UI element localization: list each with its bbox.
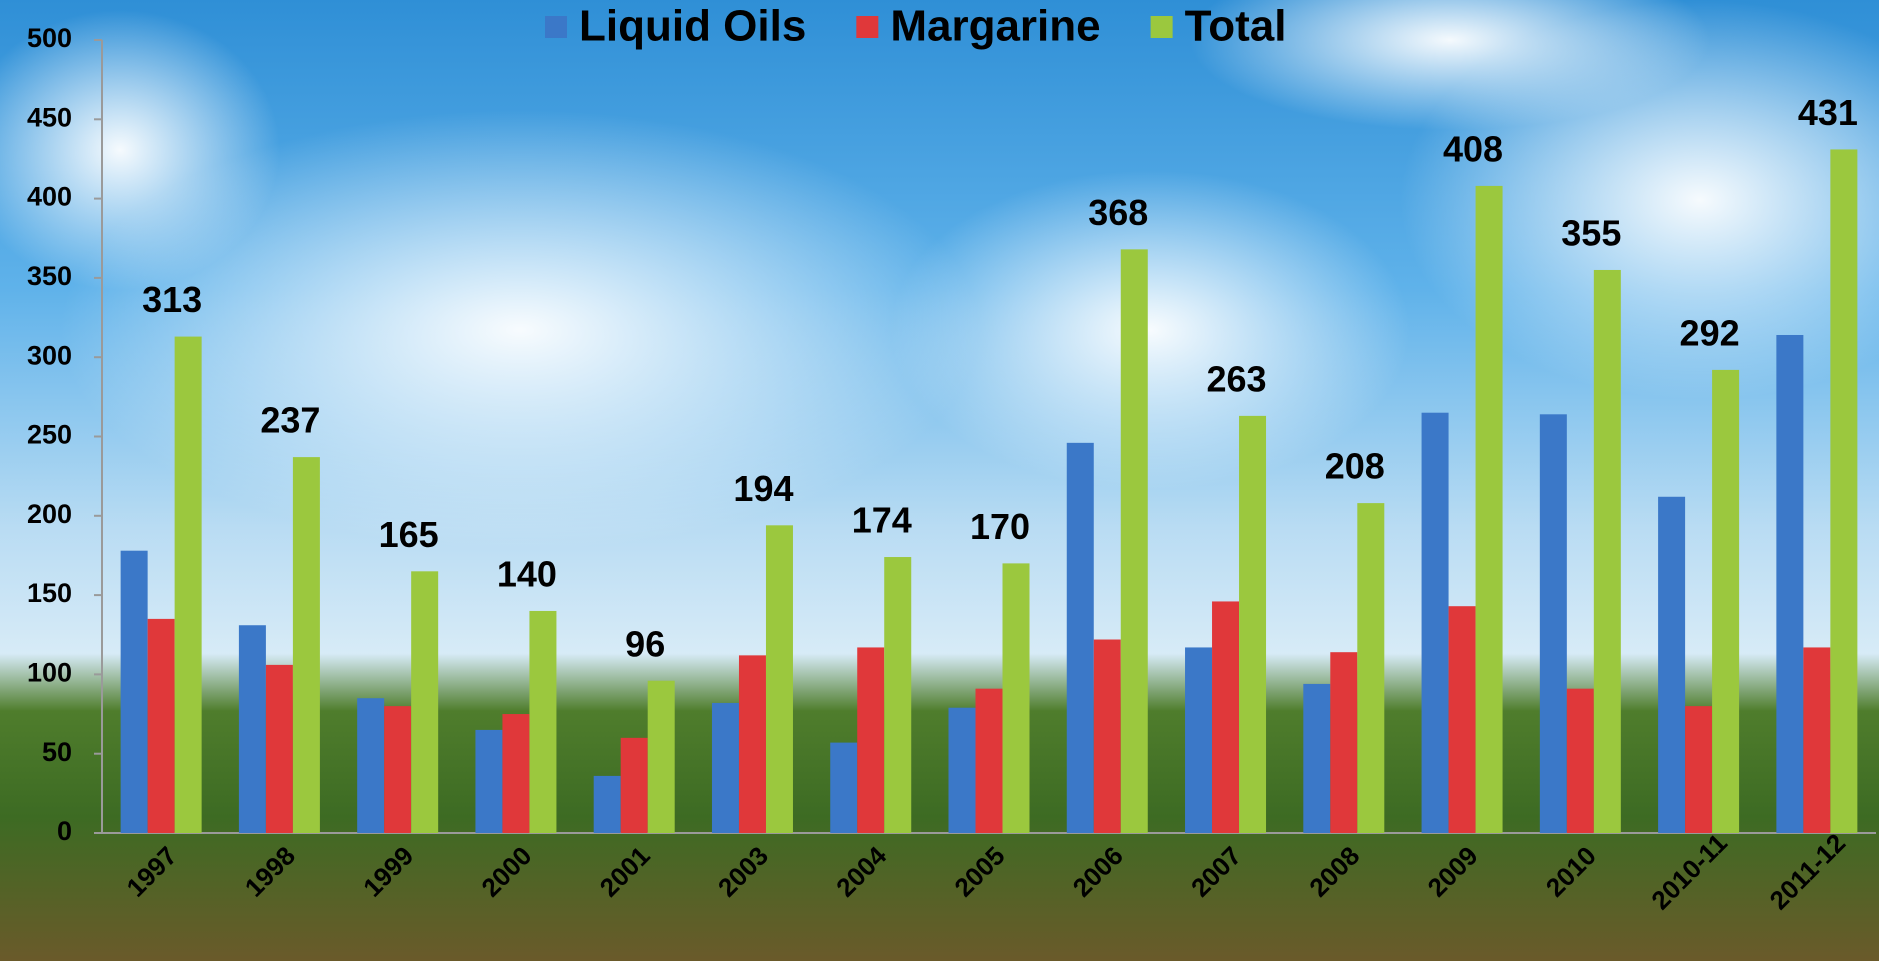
bar xyxy=(292,457,320,833)
data-label: 408 xyxy=(1443,128,1503,169)
bar xyxy=(1002,563,1030,833)
bar xyxy=(1421,412,1449,833)
bar xyxy=(1566,688,1594,833)
clouds xyxy=(0,0,1879,550)
bar xyxy=(1185,647,1213,833)
x-tick-label: 2010 xyxy=(1540,840,1602,902)
bar xyxy=(857,647,885,833)
bar xyxy=(1212,601,1240,833)
bar xyxy=(711,702,739,833)
data-label: 237 xyxy=(260,400,320,441)
bar xyxy=(475,729,503,833)
bar xyxy=(384,706,412,833)
bar xyxy=(1776,334,1804,833)
bar xyxy=(1830,149,1858,833)
bar xyxy=(1658,496,1686,833)
x-tick-label: 2003 xyxy=(712,840,774,902)
x-tick-label: 2006 xyxy=(1067,840,1129,902)
bar xyxy=(1239,415,1267,833)
bar xyxy=(1330,652,1358,833)
bar xyxy=(593,775,621,833)
legend-label: Margarine xyxy=(890,2,1100,51)
legend-swatch xyxy=(545,16,567,38)
bar xyxy=(1448,606,1476,833)
bar xyxy=(1303,683,1331,833)
bar xyxy=(1120,249,1148,834)
y-tick-label: 500 xyxy=(27,23,72,53)
data-label: 355 xyxy=(1561,212,1621,253)
bar xyxy=(357,698,385,833)
plot-area: 0 50 100 150 200 250 300 350 400 450 500 1997 313 199… xyxy=(27,2,1876,916)
legend-swatch xyxy=(856,16,879,38)
bar xyxy=(1093,639,1121,833)
data-label: 174 xyxy=(852,500,912,541)
data-label: 313 xyxy=(142,279,202,320)
x-tick-label: 2000 xyxy=(475,840,537,902)
legend: Liquid Oils Margarine Total xyxy=(545,2,1286,51)
bar xyxy=(1357,503,1385,833)
data-label: 140 xyxy=(497,553,557,594)
x-tick-label: 2011-12 xyxy=(1764,828,1852,916)
bar xyxy=(265,664,293,833)
y-tick-label: 100 xyxy=(27,658,72,688)
x-tick-label: 1997 xyxy=(121,840,183,902)
bar xyxy=(1712,369,1740,833)
bar xyxy=(975,688,1003,833)
y-tick-label: 50 xyxy=(42,737,72,767)
y-tick-label: 350 xyxy=(27,261,72,291)
bar xyxy=(765,525,793,833)
data-label: 165 xyxy=(379,514,439,555)
y-tick-label: 250 xyxy=(27,420,72,450)
data-label: 96 xyxy=(625,623,665,664)
bar xyxy=(1539,414,1567,833)
bar xyxy=(411,571,439,833)
data-label: 170 xyxy=(970,506,1030,547)
y-tick-label: 200 xyxy=(27,499,72,529)
bar xyxy=(529,610,557,833)
data-label: 368 xyxy=(1088,192,1148,233)
data-label: 263 xyxy=(1206,358,1266,399)
x-tick-label: 1999 xyxy=(357,840,419,902)
x-tick-label: 2007 xyxy=(1185,840,1247,902)
x-tick-label: 2010-11 xyxy=(1645,828,1733,916)
bar xyxy=(647,680,675,833)
data-label: 208 xyxy=(1325,446,1385,487)
bar xyxy=(1593,269,1621,834)
bar xyxy=(502,714,530,833)
bar xyxy=(1685,706,1713,833)
legend-label: Total xyxy=(1185,2,1287,51)
bar xyxy=(620,737,648,833)
bar xyxy=(1803,647,1831,833)
bar xyxy=(174,336,202,833)
bar xyxy=(1066,442,1094,833)
x-tick-label: 1998 xyxy=(239,840,301,902)
bar xyxy=(738,655,766,833)
bar xyxy=(120,550,148,833)
legend-swatch xyxy=(1150,16,1173,38)
data-label: 431 xyxy=(1798,92,1858,133)
bar xyxy=(1475,185,1503,834)
x-tick-label: 2004 xyxy=(830,840,892,902)
x-tick-label: 2008 xyxy=(1303,840,1365,902)
data-label: 194 xyxy=(733,468,793,509)
bar xyxy=(884,557,912,833)
y-tick-label: 150 xyxy=(27,578,72,608)
bar xyxy=(948,707,976,833)
y-tick-label: 400 xyxy=(27,182,72,212)
data-label: 292 xyxy=(1680,312,1740,353)
x-tick-label: 2005 xyxy=(948,840,1010,902)
legend-label: Liquid Oils xyxy=(579,2,806,51)
y-tick-label: 0 xyxy=(57,816,72,846)
x-tick-label: 2001 xyxy=(594,840,656,902)
y-tick-label: 450 xyxy=(27,102,72,132)
bar xyxy=(147,618,175,833)
bar xyxy=(830,742,858,833)
bar xyxy=(238,625,266,833)
y-tick-label: 300 xyxy=(27,340,72,370)
x-tick-label: 2009 xyxy=(1422,840,1484,902)
